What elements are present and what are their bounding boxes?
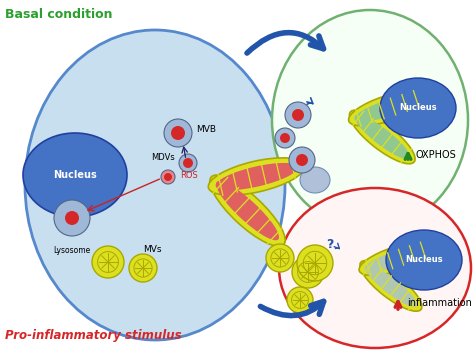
Ellipse shape xyxy=(272,10,468,230)
Ellipse shape xyxy=(300,167,330,193)
Ellipse shape xyxy=(216,163,298,190)
Text: MVs: MVs xyxy=(143,245,161,254)
Text: Pro-inflammatory stimulus: Pro-inflammatory stimulus xyxy=(5,329,182,342)
Circle shape xyxy=(164,173,172,181)
Circle shape xyxy=(289,147,315,173)
Ellipse shape xyxy=(365,246,427,272)
Text: ROS: ROS xyxy=(180,172,198,181)
Text: Nucleus: Nucleus xyxy=(399,104,437,112)
FancyArrowPatch shape xyxy=(260,301,324,316)
Text: MVB: MVB xyxy=(196,126,216,134)
Text: MDVs: MDVs xyxy=(151,154,175,162)
Ellipse shape xyxy=(23,133,127,217)
Ellipse shape xyxy=(365,265,417,307)
Ellipse shape xyxy=(359,243,432,275)
Circle shape xyxy=(297,245,333,281)
Ellipse shape xyxy=(380,78,456,138)
Ellipse shape xyxy=(355,115,410,159)
Ellipse shape xyxy=(349,110,415,164)
Circle shape xyxy=(92,246,124,278)
Ellipse shape xyxy=(360,260,422,311)
Ellipse shape xyxy=(54,200,90,236)
Circle shape xyxy=(65,211,79,225)
Circle shape xyxy=(161,170,175,184)
Ellipse shape xyxy=(348,91,426,126)
Ellipse shape xyxy=(386,230,462,290)
Text: Basal condition: Basal condition xyxy=(5,8,112,21)
Circle shape xyxy=(285,102,311,128)
Text: Nucleus: Nucleus xyxy=(405,256,443,265)
Ellipse shape xyxy=(216,181,279,240)
FancyArrowPatch shape xyxy=(334,243,339,248)
Circle shape xyxy=(296,154,308,166)
Ellipse shape xyxy=(279,188,471,348)
Ellipse shape xyxy=(25,30,285,340)
Circle shape xyxy=(280,133,290,143)
Text: ?: ? xyxy=(326,238,334,252)
Ellipse shape xyxy=(208,158,305,195)
Circle shape xyxy=(183,158,193,168)
Circle shape xyxy=(164,119,192,147)
Ellipse shape xyxy=(210,175,285,246)
Ellipse shape xyxy=(355,95,420,122)
Circle shape xyxy=(171,126,185,140)
Text: Nucleus: Nucleus xyxy=(53,170,97,180)
FancyArrowPatch shape xyxy=(307,98,313,104)
FancyArrowPatch shape xyxy=(247,33,324,53)
Text: inflammation: inflammation xyxy=(407,298,472,308)
Circle shape xyxy=(179,154,197,172)
Circle shape xyxy=(275,128,295,148)
Circle shape xyxy=(292,256,324,288)
Text: OXPHOS: OXPHOS xyxy=(416,150,457,160)
Circle shape xyxy=(266,244,294,272)
Circle shape xyxy=(129,254,157,282)
Circle shape xyxy=(287,287,313,313)
Circle shape xyxy=(292,109,304,121)
Text: Lysosome: Lysosome xyxy=(54,246,91,255)
